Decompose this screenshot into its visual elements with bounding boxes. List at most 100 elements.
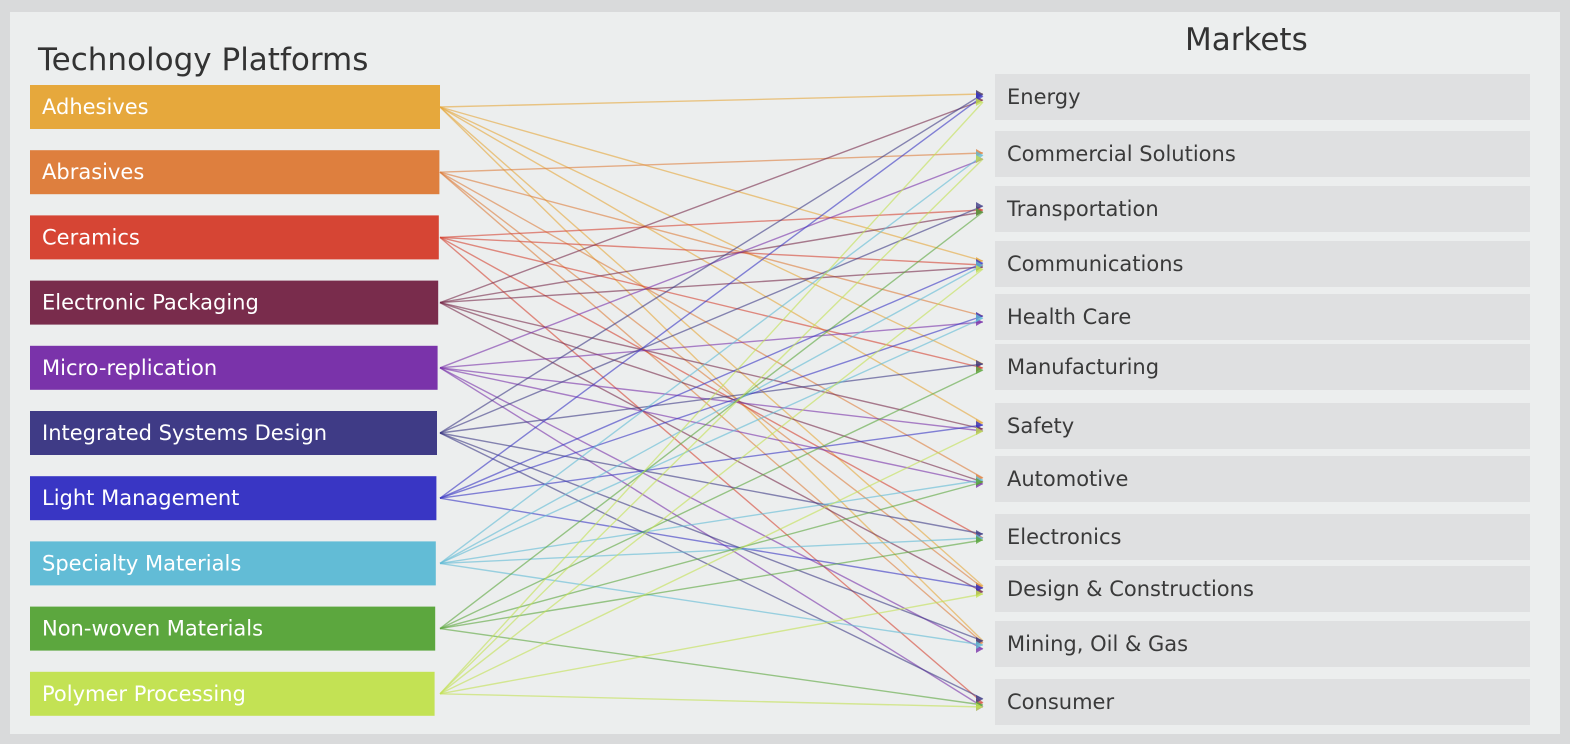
platform-label: Non-woven Materials xyxy=(42,617,263,641)
arrowhead xyxy=(976,92,983,100)
platform-bar xyxy=(30,215,439,260)
link xyxy=(439,211,984,630)
link xyxy=(439,424,984,499)
market-row xyxy=(995,679,1530,725)
link xyxy=(439,171,984,479)
platform-label: Polymer Processing xyxy=(42,682,246,706)
platform-label: Micro-replication xyxy=(42,356,217,380)
platform-label: Specialty Materials xyxy=(42,551,241,575)
link xyxy=(439,209,984,239)
link xyxy=(439,539,984,630)
market-row xyxy=(995,294,1530,340)
market-row xyxy=(995,621,1530,667)
link xyxy=(439,236,984,704)
arrowhead xyxy=(976,695,983,703)
market-row xyxy=(995,344,1530,390)
market-label: Transportation xyxy=(1006,197,1159,221)
arrowhead xyxy=(976,314,983,322)
market-label: Automotive xyxy=(1007,467,1128,491)
link xyxy=(439,369,984,630)
market-row xyxy=(995,566,1530,612)
link xyxy=(439,236,984,266)
platform-bar xyxy=(30,150,440,195)
market-label: Consumer xyxy=(1007,690,1114,714)
arrowhead xyxy=(976,265,983,273)
market-label: Communications xyxy=(1007,252,1183,276)
link xyxy=(439,171,984,317)
arrowhead xyxy=(976,208,983,216)
right-title: Markets xyxy=(1185,22,1308,58)
platform-label: Electronic Packaging xyxy=(42,291,259,315)
platform-bar xyxy=(30,411,437,455)
market-label: Safety xyxy=(1007,414,1074,438)
link xyxy=(439,693,984,708)
link xyxy=(439,268,984,695)
arrowhead xyxy=(976,478,983,486)
link xyxy=(439,432,984,700)
link xyxy=(439,106,984,365)
link xyxy=(439,152,984,173)
link xyxy=(439,262,984,499)
link xyxy=(439,266,984,304)
link xyxy=(439,106,984,424)
platform-bar xyxy=(30,476,437,521)
platform-label: Adhesives xyxy=(42,95,149,119)
platform-label: Ceramics xyxy=(42,225,140,249)
platform-bar xyxy=(30,85,440,129)
link xyxy=(439,315,984,499)
link xyxy=(439,101,984,695)
arrowhead xyxy=(976,590,983,598)
platform-label: Integrated Systems Design xyxy=(42,421,327,445)
market-row xyxy=(995,403,1530,449)
link xyxy=(439,264,984,565)
platform-bar xyxy=(30,671,435,716)
market-row xyxy=(995,186,1530,232)
link xyxy=(439,301,984,593)
arrowhead xyxy=(976,155,983,163)
link xyxy=(439,367,984,432)
platform-bar xyxy=(30,280,439,325)
link xyxy=(439,593,984,695)
market-label: Energy xyxy=(1007,85,1081,109)
platform-label: Abrasives xyxy=(42,160,144,184)
market-label: Design & Constructions xyxy=(1007,577,1254,601)
market-label: Mining, Oil & Gas xyxy=(1007,632,1188,656)
arrowhead xyxy=(976,98,983,106)
link xyxy=(439,562,984,646)
platform-label: Light Management xyxy=(42,486,239,510)
link xyxy=(439,158,984,695)
arrowhead xyxy=(976,360,983,368)
platform-bar xyxy=(30,541,436,586)
arrowhead xyxy=(976,366,983,374)
platform-bar xyxy=(30,345,438,390)
link xyxy=(439,627,984,706)
link xyxy=(439,205,984,434)
market-label: Commercial Solutions xyxy=(1007,142,1236,166)
link xyxy=(439,321,984,369)
link xyxy=(439,317,984,565)
link xyxy=(439,432,984,535)
link xyxy=(439,211,984,304)
arrowhead xyxy=(976,202,983,210)
platform-bar xyxy=(30,606,436,651)
arrowhead xyxy=(976,427,983,435)
arrowhead xyxy=(976,584,983,592)
link xyxy=(439,106,984,262)
link xyxy=(439,301,984,430)
link xyxy=(439,430,984,695)
market-row xyxy=(995,74,1530,120)
market-row xyxy=(995,131,1530,177)
arrowhead xyxy=(976,641,983,649)
link xyxy=(439,93,984,434)
arrowhead xyxy=(976,703,983,711)
link xyxy=(439,95,984,499)
market-row xyxy=(995,514,1530,560)
market-label: Manufacturing xyxy=(1007,355,1159,379)
arrowhead xyxy=(976,536,983,544)
link xyxy=(439,154,984,564)
links xyxy=(439,90,984,711)
left-title: Technology Platforms xyxy=(37,42,368,78)
link xyxy=(439,93,984,108)
market-row xyxy=(995,456,1530,502)
